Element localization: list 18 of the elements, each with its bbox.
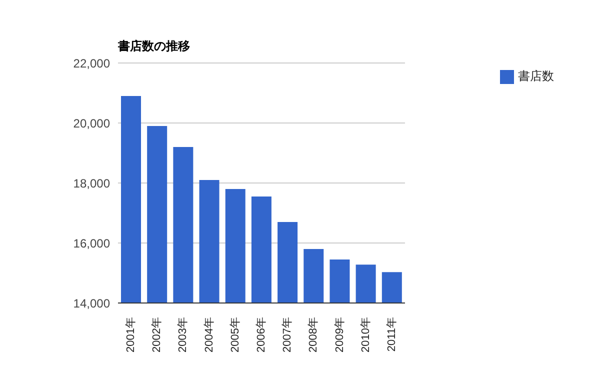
x-tick-label: 2010年	[360, 317, 372, 352]
y-tick-label: 16,000	[73, 236, 110, 250]
x-tick-label: 2004年	[203, 317, 216, 352]
y-tick-label: 18,000	[73, 176, 110, 190]
y-tick-label: 20,000	[73, 116, 110, 130]
x-tick-label: 2007年	[282, 317, 294, 352]
x-tick-label: 2009年	[334, 317, 346, 352]
legend-label: 書店数	[518, 69, 554, 83]
x-tick-label: 2001年	[125, 317, 138, 352]
x-tick-label: 2003年	[177, 317, 190, 352]
x-tick-label: 2005年	[229, 317, 242, 352]
x-tick-label: 2006年	[256, 317, 268, 352]
chart-title: 書店数の推移	[118, 38, 190, 55]
y-tick-label: 22,000	[73, 56, 110, 70]
y-tick-label: 14,000	[73, 296, 110, 310]
x-tick-label: 2008年	[308, 317, 320, 352]
x-tick-label: 2002年	[151, 317, 164, 352]
x-tick-label: 2011年	[386, 317, 398, 352]
